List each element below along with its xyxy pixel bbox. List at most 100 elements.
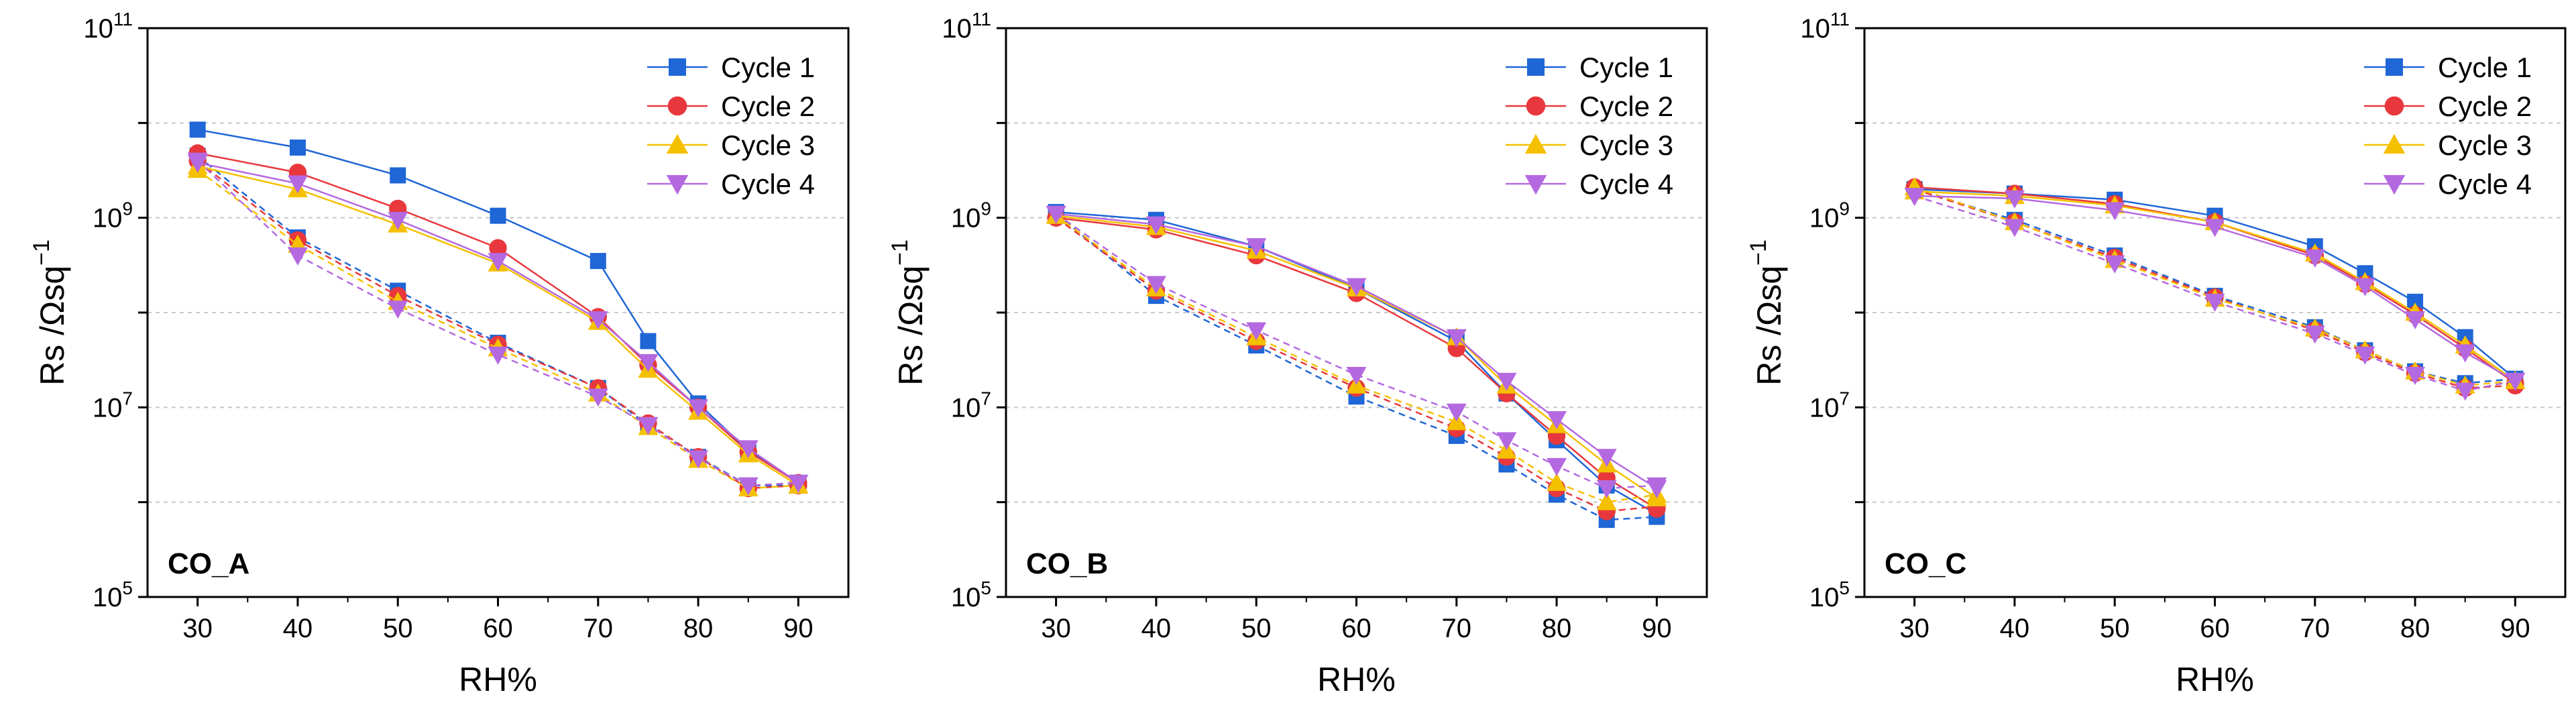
x-axis-title: RH% xyxy=(2176,661,2254,698)
legend-marker xyxy=(2384,96,2404,116)
y-tick-exponent: 9 xyxy=(1839,199,1850,219)
x-tick-label: 40 xyxy=(1141,614,1172,643)
series-cycle-4 xyxy=(1046,205,1667,499)
series-cycle-4 xyxy=(187,152,809,496)
series-cycle-4 xyxy=(1904,188,2526,401)
legend-label: Cycle 2 xyxy=(1579,91,1673,122)
data-point xyxy=(638,353,659,372)
series-cycle-1 xyxy=(189,121,807,494)
data-point-dashed xyxy=(1547,472,1567,491)
x-tick-label: 70 xyxy=(583,614,614,643)
legend-marker xyxy=(669,58,686,76)
y-tick-exponent: 9 xyxy=(981,199,991,219)
y-tick-label: 109 xyxy=(951,199,991,233)
legend-label: Cycle 1 xyxy=(721,52,815,83)
data-point xyxy=(2304,250,2325,268)
series-cycle-1 xyxy=(1048,204,1665,529)
legend-label: Cycle 3 xyxy=(721,129,815,161)
y-axis-title-base: Rs /Ωsq xyxy=(34,266,71,386)
y-tick-label: 109 xyxy=(93,199,133,233)
data-point xyxy=(1145,216,1166,235)
x-tick-label: 30 xyxy=(182,614,213,643)
y-tick-base: 10 xyxy=(93,583,123,612)
series-cycle-2 xyxy=(1047,209,1666,520)
series-line-dashed xyxy=(1055,213,1657,490)
legend-label: Cycle 4 xyxy=(2438,168,2532,200)
y-tick-base: 10 xyxy=(951,393,981,423)
legend-label: Cycle 4 xyxy=(1579,168,1673,200)
legend-marker xyxy=(666,133,689,154)
data-point xyxy=(488,253,508,272)
y-tick-base: 10 xyxy=(83,14,113,44)
data-point-dashed xyxy=(1346,366,1367,385)
legend-label: Cycle 1 xyxy=(1579,52,1673,83)
data-point xyxy=(2105,202,2125,221)
y-tick-base: 10 xyxy=(1800,14,1830,44)
y-tick-base: 10 xyxy=(93,204,123,233)
legend-label: Cycle 2 xyxy=(2438,91,2532,122)
data-point xyxy=(1246,238,1267,257)
series-line-dashed xyxy=(1055,217,1657,512)
panel-label: CO_B xyxy=(1026,547,1108,580)
legend-label: Cycle 2 xyxy=(721,91,815,122)
data-point-dashed xyxy=(688,450,709,469)
series-line-dashed xyxy=(197,155,799,487)
y-tick-base: 10 xyxy=(951,204,981,233)
y-tick-label: 1011 xyxy=(1800,9,1850,44)
x-tick-label: 50 xyxy=(2100,614,2130,643)
data-point-dashed xyxy=(1596,480,1617,499)
y-tick-exponent: 7 xyxy=(1839,388,1850,408)
data-point xyxy=(1496,372,1517,391)
data-point-dashed xyxy=(1496,432,1517,451)
data-point-dashed xyxy=(2304,325,2325,344)
y-tick-base: 10 xyxy=(942,14,972,44)
x-tick-label: 70 xyxy=(2300,614,2331,643)
series-line-dashed xyxy=(1055,215,1657,503)
y-tick-label: 1011 xyxy=(942,9,991,44)
data-point xyxy=(640,333,657,349)
legend-label: Cycle 4 xyxy=(721,168,815,200)
data-point xyxy=(189,121,206,138)
x-tick-label: 80 xyxy=(1542,614,1572,643)
x-tick-label: 90 xyxy=(1642,614,1672,643)
data-point-dashed xyxy=(2004,219,2025,237)
data-point xyxy=(1547,410,1567,429)
data-point-dashed xyxy=(2105,255,2125,274)
series-line xyxy=(197,129,799,484)
data-point-dashed xyxy=(1446,403,1467,422)
legend-marker xyxy=(2383,133,2406,154)
series-line xyxy=(1056,215,1658,499)
legend-marker xyxy=(666,175,689,195)
data-point xyxy=(788,474,809,493)
legend-marker xyxy=(1524,133,1547,154)
y-axis-title-base: Rs /Ωsq xyxy=(892,266,930,386)
data-point xyxy=(688,399,709,418)
series-line xyxy=(1056,213,1658,490)
y-axis-title: Rs /Ωsq−1 xyxy=(887,239,930,386)
x-tick-label: 30 xyxy=(1899,614,1929,643)
data-point-dashed xyxy=(2204,293,2225,312)
x-tick-label: 90 xyxy=(783,614,814,643)
y-tick-label: 107 xyxy=(93,388,133,423)
data-point-dashed xyxy=(1547,457,1567,476)
y-axis-title-exponent: −1 xyxy=(887,239,913,266)
legend: Cycle 1 Cycle 2 Cycle 3 Cycle 4 xyxy=(647,52,815,200)
y-axis-title: Rs /Ωsq−1 xyxy=(29,239,71,386)
data-point xyxy=(2455,344,2475,363)
legend-marker xyxy=(1527,58,1545,76)
legend-marker xyxy=(1526,96,1546,116)
series-line-dashed xyxy=(197,160,799,490)
y-axis-title: Rs /Ωsq−1 xyxy=(1746,239,1788,386)
y-tick-exponent: 9 xyxy=(122,199,133,219)
legend: Cycle 1 Cycle 2 Cycle 3 Cycle 4 xyxy=(2364,52,2532,200)
legend-marker xyxy=(2386,58,2403,76)
data-point-dashed xyxy=(2405,366,2426,385)
data-point-dashed xyxy=(738,477,759,496)
series-cycle-3 xyxy=(1046,205,1667,510)
x-axis-title: RH% xyxy=(1317,661,1396,698)
data-point xyxy=(2505,372,2526,391)
y-tick-base: 10 xyxy=(1809,204,1840,233)
